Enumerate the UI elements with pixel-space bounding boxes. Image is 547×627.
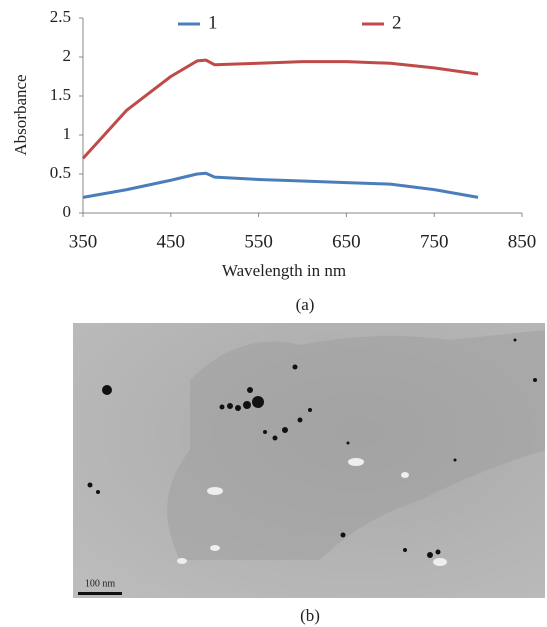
film-region xyxy=(167,330,545,560)
y-axis-label: Absorbance xyxy=(11,74,30,155)
x-axis-label: Wavelength in nm xyxy=(222,261,346,280)
scale-bar-label: 100 nm xyxy=(85,578,116,589)
x-tick-label: 450 xyxy=(157,231,186,252)
y-tick-label: 1 xyxy=(63,124,72,143)
x-tick-label: 650 xyxy=(332,231,361,252)
x-tick-label: 750 xyxy=(420,231,449,252)
x-tick-label: 850 xyxy=(508,231,537,252)
y-tick-label: 0.5 xyxy=(50,163,71,182)
tem-image: 100 nm xyxy=(73,323,545,598)
scale-bar xyxy=(78,592,122,595)
particles xyxy=(87,338,537,558)
series-line xyxy=(81,58,479,160)
caption: (b) xyxy=(300,606,320,625)
legend-label: 1 xyxy=(208,12,218,33)
caption: (a) xyxy=(296,295,315,314)
x-tick-label: 550 xyxy=(244,231,273,252)
y-tick-label: 0 xyxy=(63,202,72,221)
y-tick-label: 1.5 xyxy=(50,85,71,104)
legend-label: 2 xyxy=(392,12,402,33)
series-line xyxy=(82,171,479,199)
y-tick-label: 2 xyxy=(63,46,72,65)
light-spots xyxy=(177,458,447,566)
x-tick-label: 350 xyxy=(69,231,98,252)
y-tick-label: 2.5 xyxy=(50,7,71,26)
